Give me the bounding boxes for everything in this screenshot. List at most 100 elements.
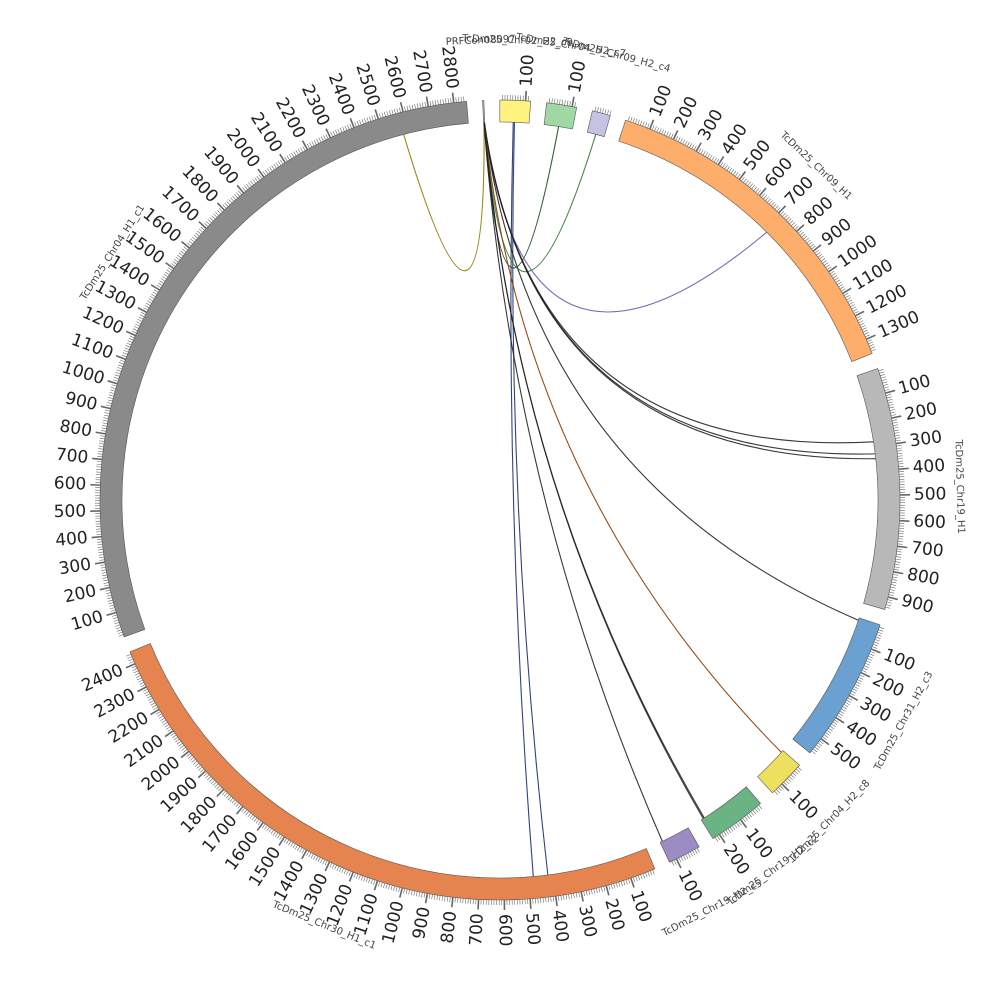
minor-tick [140, 315, 144, 317]
tick-label: 700 [910, 538, 945, 562]
minor-tick [896, 557, 901, 558]
tick-label: 800 [438, 910, 462, 945]
major-tick [896, 442, 906, 443]
major-tick [217, 203, 224, 210]
minor-tick [193, 761, 197, 764]
tick-label: 100 [896, 371, 933, 399]
minor-tick [323, 135, 325, 140]
minor-tick [391, 885, 392, 890]
minor-tick [777, 208, 780, 212]
minor-tick [187, 243, 191, 246]
minor-tick [117, 630, 122, 632]
minor-tick [830, 726, 834, 729]
minor-tick [850, 304, 854, 306]
minor-tick [98, 552, 103, 553]
minor-tick [415, 104, 416, 109]
minor-tick [830, 271, 834, 274]
major-tick [892, 416, 902, 418]
minor-tick [445, 99, 446, 104]
minor-tick [248, 813, 251, 817]
minor-tick [354, 873, 356, 878]
minor-tick [150, 296, 154, 299]
minor-tick [171, 733, 175, 736]
minor-tick [621, 881, 623, 886]
minor-tick [147, 301, 151, 303]
minor-tick [851, 691, 855, 693]
minor-tick [213, 782, 217, 786]
major-tick [101, 406, 111, 408]
minor-tick [685, 141, 687, 145]
tick-label: 300 [908, 427, 943, 451]
minor-tick [139, 317, 143, 319]
minor-tick [894, 433, 899, 434]
minor-tick [110, 390, 115, 391]
minor-tick [757, 807, 760, 811]
minor-tick [182, 747, 186, 750]
minor-tick [609, 885, 610, 890]
minor-tick [824, 263, 828, 266]
minor-tick [298, 149, 300, 153]
minor-tick [861, 325, 866, 327]
minor-tick [883, 384, 888, 385]
minor-tick [106, 593, 111, 594]
minor-tick [114, 620, 119, 621]
minor-tick [271, 830, 274, 834]
minor-tick [119, 635, 124, 637]
minor-tick [897, 549, 902, 550]
minor-tick [819, 256, 823, 259]
minor-tick [889, 407, 894, 408]
minor-tick [149, 299, 153, 301]
major-tick [813, 245, 821, 251]
minor-tick [694, 146, 696, 150]
minor-tick [310, 143, 312, 147]
tick-label: 500 [914, 484, 947, 504]
minor-tick [897, 551, 902, 552]
minor-tick [690, 852, 692, 856]
minor-tick [258, 821, 261, 825]
tick-label: 500 [826, 739, 864, 774]
minor-tick [101, 428, 106, 429]
minor-tick [788, 219, 792, 222]
minor-tick [151, 294, 155, 297]
minor-tick [422, 103, 423, 108]
minor-tick [411, 890, 412, 895]
minor-tick [872, 647, 877, 649]
minor-tick [758, 190, 761, 194]
minor-tick [99, 443, 104, 444]
minor-tick [834, 278, 838, 281]
minor-tick [701, 150, 704, 154]
minor-tick [437, 895, 438, 900]
minor-tick [442, 896, 443, 901]
minor-tick [419, 892, 420, 897]
minor-tick [557, 99, 558, 104]
minor-tick [548, 897, 549, 902]
minor-tick [99, 441, 104, 442]
minor-tick [417, 104, 418, 109]
minor-tick [741, 177, 744, 181]
minor-tick [309, 853, 311, 857]
minor-tick [201, 227, 205, 230]
minor-tick [250, 815, 253, 819]
minor-tick [158, 714, 162, 717]
minor-tick [698, 148, 700, 152]
minor-tick [828, 728, 832, 731]
minor-tick [652, 125, 654, 130]
minor-tick [156, 711, 160, 714]
minor-tick [791, 222, 795, 225]
minor-tick [285, 157, 288, 161]
minor-tick [215, 784, 219, 788]
minor-tick [342, 868, 344, 873]
minor-tick [805, 238, 809, 241]
minor-tick [246, 184, 249, 188]
minor-tick [262, 824, 265, 828]
minor-tick [833, 275, 837, 278]
minor-tick [898, 541, 903, 542]
major-tick [257, 822, 263, 830]
minor-tick [164, 274, 168, 277]
minor-tick [866, 661, 871, 663]
minor-tick [361, 876, 363, 881]
minor-tick [187, 753, 191, 756]
minor-tick [136, 675, 140, 677]
minor-tick [566, 895, 567, 900]
